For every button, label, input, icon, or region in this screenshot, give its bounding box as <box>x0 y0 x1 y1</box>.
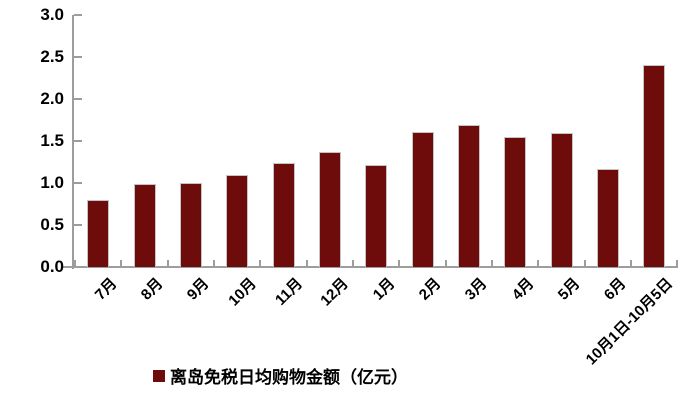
x-tick <box>537 260 540 266</box>
x-tick <box>583 260 586 266</box>
x-axis-label: 10月 <box>224 275 260 310</box>
y-axis-label: 2.0 <box>40 89 64 108</box>
x-axis-label: 1月 <box>369 275 399 304</box>
x-axis-label: 7月 <box>91 275 121 304</box>
bar-10月 <box>226 175 249 267</box>
bar-10月1日-10月5日 <box>643 65 666 267</box>
y-axis-line <box>72 15 74 269</box>
bar-5月 <box>550 133 573 267</box>
x-tick <box>629 260 632 266</box>
x-axis-line <box>63 266 678 268</box>
x-axis-label: 6月 <box>601 275 630 304</box>
x-tick <box>74 260 76 266</box>
x-tick <box>305 260 308 266</box>
y-tick <box>74 56 82 58</box>
x-axis-label: 8月 <box>137 275 167 304</box>
y-axis-label: 3.0 <box>40 5 64 24</box>
bar-1月 <box>365 165 388 267</box>
x-tick <box>166 260 169 266</box>
x-tick <box>212 260 215 266</box>
y-tick <box>74 224 82 226</box>
bar-9月 <box>179 183 202 267</box>
y-tick <box>74 98 82 100</box>
bar-8月 <box>133 184 156 267</box>
x-tick <box>444 260 447 266</box>
x-axis-label: 12月 <box>317 275 352 310</box>
y-axis-label: 1.5 <box>40 131 64 150</box>
x-axis-label: 3月 <box>462 275 491 304</box>
bar-4月 <box>504 137 527 267</box>
legend: 离岛免税日均购物金额（亿元） <box>153 363 408 388</box>
y-tick <box>74 14 82 16</box>
legend-label: 离岛免税日均购物金额（亿元） <box>170 368 408 387</box>
legend-swatch-icon <box>153 369 165 382</box>
bar-7月 <box>87 200 110 267</box>
x-axis-label: 5月 <box>554 275 584 304</box>
y-axis-label: 0.5 <box>40 215 64 234</box>
x-tick <box>351 260 354 266</box>
x-tick <box>120 260 123 266</box>
x-tick <box>259 260 262 266</box>
y-axis-label: 1.0 <box>40 173 64 192</box>
x-tick <box>676 260 679 266</box>
bar-12月 <box>318 152 341 267</box>
y-axis-label: 0.0 <box>40 257 64 276</box>
bar-6月 <box>596 169 619 267</box>
x-axis-label: 10月1日-10月5日 <box>582 275 677 369</box>
x-axis-label: 9月 <box>184 275 213 304</box>
x-tick <box>490 260 493 266</box>
bar-11月 <box>272 163 295 267</box>
y-axis-label: 2.5 <box>40 47 64 66</box>
x-axis-label: 11月 <box>271 275 306 309</box>
bar-2月 <box>411 132 434 267</box>
y-tick <box>74 140 82 142</box>
x-axis-label: 4月 <box>508 275 538 304</box>
x-axis-label: 2月 <box>415 275 445 304</box>
y-tick <box>74 182 82 184</box>
bar-3月 <box>457 125 480 267</box>
x-tick <box>398 260 401 266</box>
